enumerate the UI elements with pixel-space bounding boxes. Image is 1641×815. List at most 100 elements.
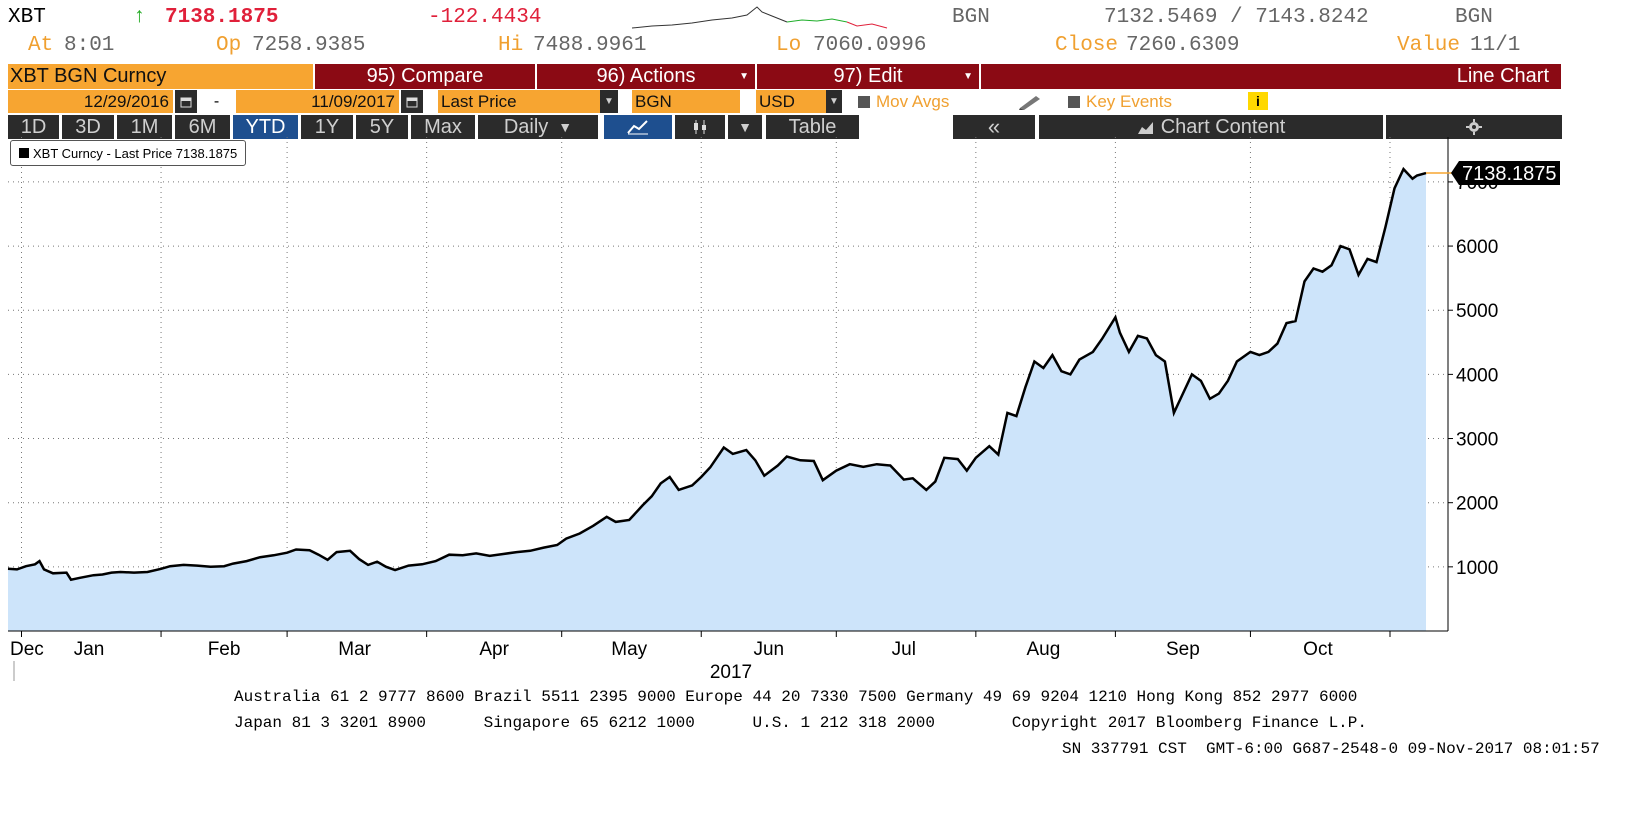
edit-button[interactable]: 97) Edit ▼ [757,64,979,89]
period-1y[interactable]: 1Y [301,115,353,139]
price-chart: 1000200030004000500060007000DecJanFebMar… [7,137,1560,683]
x-axis-year-label: 2017 [710,662,752,683]
x-tick-label: Mar [338,639,371,660]
close-value: 7260.6309 [1126,34,1240,57]
price-line [7,166,1427,582]
axes [8,137,1453,681]
key-events-toggle[interactable]: Key Events [1068,90,1218,113]
toolbar-row-2: 12/29/2016 - 11/09/2017 Last Price ▼ BGN… [8,90,1634,113]
period-6m[interactable]: 6M [175,115,230,139]
field-caret-icon[interactable]: ▼ [600,90,618,113]
y-tick-label: 4000 [1456,365,1498,386]
candles-icon[interactable] [675,115,725,139]
chart-type-label[interactable]: Line Chart [981,64,1561,89]
last-price: 7138.1875 [165,6,279,29]
intraday-sparkline [632,6,888,29]
edit-label: 97) Edit [833,65,903,87]
last-value-tag [1451,161,1560,186]
checkbox-icon [1068,95,1080,108]
chart-legend[interactable]: XBT Curncy - Last Price 7138.1875 [10,140,247,166]
info-icon[interactable]: i [1248,92,1268,110]
low-value: 7060.0996 [813,34,927,57]
actions-label: 96) Actions [596,65,696,87]
up-arrow-icon: ↑ [133,6,146,29]
collapse-icon[interactable]: « [953,114,1035,139]
actions-button[interactable]: 96) Actions ▼ [537,64,755,89]
y-tick-label: 5000 [1456,301,1498,322]
high-value: 7488.9961 [533,34,647,57]
compare-button[interactable]: 95) Compare [315,64,535,89]
start-date-input[interactable]: 12/29/2016 [8,90,173,113]
ticker: XBT [8,6,46,29]
quote-row-1: XBT ↑ 7138.1875 -122.4434 BGN 7132.5469 … [0,6,1641,32]
currency-caret-icon[interactable]: ▼ [826,90,842,113]
at-time: 8:01 [64,34,115,57]
quote-row-2: At 8:01 Op 7258.9385 Hi 7488.9961 Lo 706… [0,34,1641,60]
source-left: BGN [952,6,990,29]
actions-caret-icon: ▼ [739,71,749,82]
pencil-icon[interactable] [1018,90,1048,113]
edit-caret-icon: ▼ [963,71,973,82]
price-area-fill [8,169,1426,631]
period-3d[interactable]: 3D [62,115,114,139]
end-date-input[interactable]: 11/09/2017 [236,90,399,113]
value-label: Value [1397,34,1461,57]
frequency-select[interactable]: Daily ▼ [478,115,598,139]
axis-labels: 1000200030004000500060007000DecJanFebMar… [10,161,1560,683]
low-label: Lo [776,34,802,57]
x-tick-label: Aug [1026,639,1060,660]
value-value: 11/1 [1470,34,1521,57]
period-1d[interactable]: 1D [8,115,59,139]
bid-ask: 7132.5469 / 7143.8242 [1104,6,1369,29]
open-value: 7258.9385 [252,34,366,57]
x-tick-label: Apr [479,639,509,660]
x-tick-label: Sep [1166,639,1200,660]
chart-style-caret-icon[interactable]: ▼ [728,115,762,139]
checkbox-icon [858,95,870,108]
footer-session: SN 337791 CST GMT-6:00 G687-2548-0 09-No… [1062,740,1600,758]
legend-text: XBT Curncy - Last Price 7138.1875 [33,145,238,161]
footer-contacts-1: Australia 61 2 9777 8600 Brazil 5511 239… [234,688,1358,706]
y-tick-label: 3000 [1456,430,1498,451]
mov-avgs-toggle[interactable]: Mov Avgs [858,90,998,113]
calendar-icon[interactable] [401,90,423,113]
x-tick-label: May [611,639,647,660]
close-label: Close [1055,34,1119,57]
period-5y[interactable]: 5Y [356,115,408,139]
x-tick-label: Jul [892,639,916,660]
chart-content-label: Chart Content [1160,115,1286,138]
open-label: Op [216,34,242,57]
table-button[interactable]: Table [766,115,859,139]
period-ytd[interactable]: YTD [233,115,298,139]
y-tick-label: 1000 [1456,558,1498,579]
frequency-caret-icon: ▼ [558,119,573,135]
date-range-dash: - [213,92,220,110]
footer-contacts-2: Japan 81 3 3201 8900 Singapore 65 6212 1… [234,714,1367,732]
x-tick-label: Jan [74,639,105,660]
y-tick-label: 2000 [1456,494,1498,515]
field-select[interactable]: Last Price [438,90,600,113]
mov-avgs-label: Mov Avgs [876,91,950,111]
y-tick-label: 6000 [1456,237,1498,258]
chart-content-button[interactable]: Chart Content [1039,115,1383,139]
toolbar-row-3: 1D 3D 1M 6M YTD 1Y 5Y Max Daily ▼ ▼ Tabl… [8,114,1634,139]
last-value-label: 7138.1875 [1462,163,1557,185]
source-input[interactable]: BGN [632,90,740,113]
period-max[interactable]: Max [411,115,475,139]
security-field[interactable]: XBT BGN Curncy [8,64,313,89]
x-tick-label: Feb [208,639,241,660]
legend-swatch [19,148,29,158]
calendar-icon[interactable] [175,90,197,113]
x-tick-label: Dec [10,639,44,660]
x-tick-label: Jun [753,639,784,660]
toolbar-row-1: XBT BGN Curncy 95) Compare 96) Actions ▼… [8,64,1634,89]
gear-icon[interactable] [1386,115,1562,139]
high-label: Hi [498,34,524,57]
net-change: -122.4434 [428,6,542,29]
line-chart-icon[interactable] [604,115,672,139]
at-label: At [28,34,54,57]
period-1m[interactable]: 1M [117,115,172,139]
currency-select[interactable]: USD [756,90,826,113]
key-events-label: Key Events [1086,91,1172,111]
area-chart-icon [1137,122,1153,134]
